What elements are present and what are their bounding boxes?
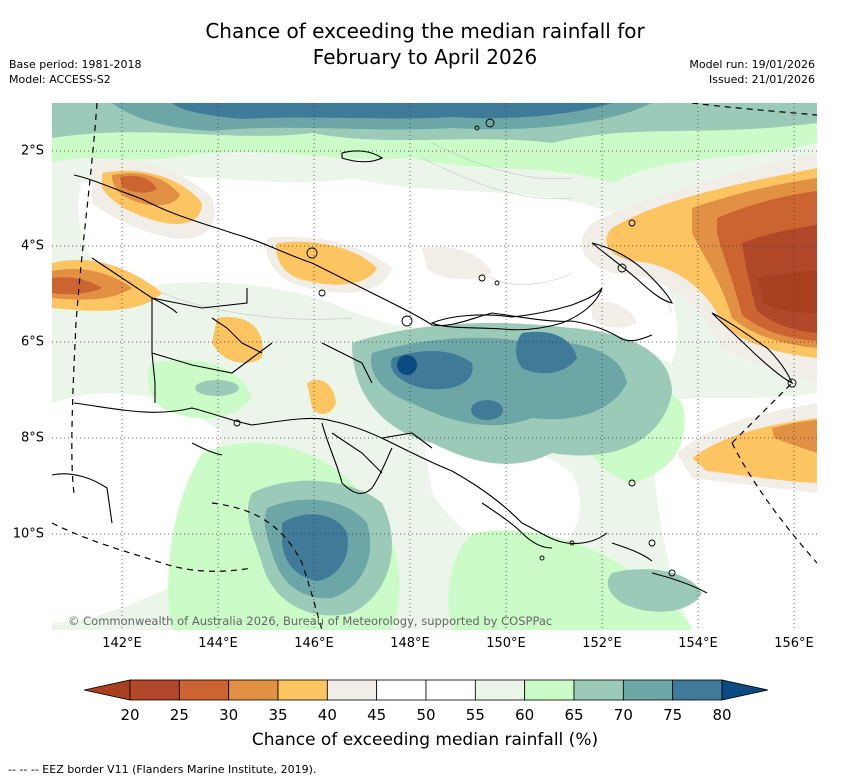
lat-tick: 8°S bbox=[20, 430, 44, 446]
rainfall-map bbox=[52, 103, 817, 630]
colorbar-segment bbox=[474, 679, 526, 701]
small-islands bbox=[233, 118, 797, 577]
colorbar-label: 70 bbox=[613, 706, 633, 724]
colorbar-label: 30 bbox=[219, 706, 239, 724]
colorbar-label: 20 bbox=[120, 706, 140, 724]
colorbar-segment bbox=[425, 679, 476, 701]
lon-tick: 146°E bbox=[294, 636, 334, 651]
colorbar-label: 80 bbox=[712, 706, 732, 724]
lon-tick: 152°E bbox=[582, 636, 622, 651]
colorbar-segment bbox=[277, 679, 328, 701]
lat-tick: 6°S bbox=[20, 334, 44, 350]
lon-tick: 154°E bbox=[678, 636, 718, 651]
model-run: Model run: 19/01/2026 bbox=[689, 58, 815, 71]
colorbar-segment bbox=[622, 679, 674, 701]
lon-tick: 156°E bbox=[774, 636, 814, 651]
title-line-2: February to April 2026 bbox=[312, 45, 538, 69]
title-line-1: Chance of exceeding the median rainfall … bbox=[205, 19, 645, 43]
map-title: Chance of exceeding the median rainfall … bbox=[0, 18, 850, 70]
model-name: Model: ACCESS-S2 bbox=[9, 73, 111, 86]
colorbar-segment bbox=[326, 679, 378, 701]
colorbar-segment bbox=[178, 679, 230, 701]
colorbar-label: 75 bbox=[663, 706, 683, 724]
meta-left: Base period: 1981-2018 Model: ACCESS-S2 bbox=[9, 57, 141, 87]
probability-fields bbox=[52, 103, 817, 630]
colorbar-label: 35 bbox=[268, 706, 288, 724]
lon-tick: 142°E bbox=[102, 636, 142, 651]
colorbar-arrow-low bbox=[84, 679, 131, 701]
colorbar-segment bbox=[524, 679, 575, 701]
lon-tick: 144°E bbox=[198, 636, 238, 651]
lon-tick: 148°E bbox=[390, 636, 430, 651]
eez-footnote: -- -- -- EEZ border V11 (Flanders Marine… bbox=[8, 763, 317, 776]
colorbar-title: Chance of exceeding median rainfall (%) bbox=[251, 730, 599, 750]
colorbar-label: 55 bbox=[465, 706, 485, 724]
base-period: Base period: 1981-2018 bbox=[9, 58, 142, 71]
colorbar-label: 25 bbox=[169, 706, 189, 724]
colorbar-label: 60 bbox=[515, 706, 535, 724]
colorbar-label: 40 bbox=[317, 706, 337, 724]
colorbar-segment bbox=[129, 679, 180, 701]
copyright-notice: © Commonwealth of Australia 2026, Bureau… bbox=[68, 614, 553, 628]
issued-date: Issued: 21/01/2026 bbox=[708, 73, 815, 86]
colorbar-segment bbox=[376, 679, 427, 701]
colorbar-label: 50 bbox=[416, 706, 436, 724]
lat-tick: 10°S bbox=[12, 526, 44, 542]
meta-right: Model run: 19/01/2026 Issued: 21/01/2026 bbox=[689, 57, 815, 87]
coastlines bbox=[52, 150, 794, 594]
colorbar-arrow-high bbox=[721, 679, 768, 701]
eez-borders bbox=[52, 103, 817, 630]
colorbar bbox=[84, 679, 768, 701]
colorbar-label: 65 bbox=[564, 706, 584, 724]
lat-tick: 2°S bbox=[20, 143, 44, 159]
colorbar-segment bbox=[672, 679, 723, 701]
colorbar-label: 45 bbox=[367, 706, 387, 724]
colorbar-segment bbox=[228, 679, 279, 701]
lat-tick: 4°S bbox=[20, 238, 44, 254]
colorbar-segment bbox=[573, 679, 624, 701]
lon-tick: 150°E bbox=[486, 636, 526, 651]
